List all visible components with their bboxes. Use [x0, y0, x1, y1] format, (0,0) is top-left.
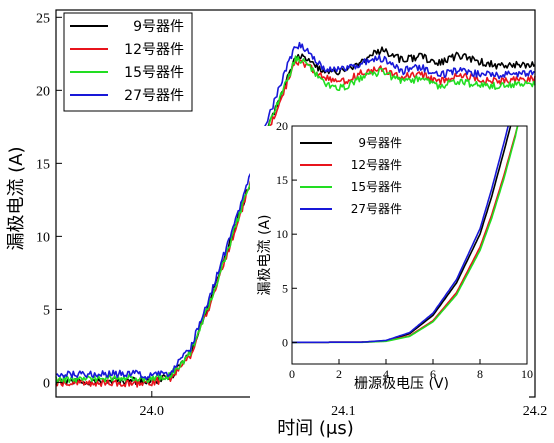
main-y-tick-label: 0: [43, 376, 50, 391]
inset-x-axis-title: 栅源极电压 (V): [354, 376, 449, 392]
inset-y-tick-label: 0: [282, 335, 288, 349]
inset-background: [250, 126, 529, 400]
inset-legend-label: 9号器件: [358, 136, 402, 150]
legend-label: 27号器件: [124, 88, 184, 104]
main-series-group: [55, 41, 536, 388]
main-series-line: [55, 41, 536, 381]
legend-label: 12号器件: [124, 42, 184, 58]
inset-x-tick-label: 2: [336, 367, 342, 381]
legend-label: 9号器件: [133, 19, 184, 35]
inset-series-group: [292, 125, 519, 344]
inset-ticks-group: 0 2 4 6 8 10 0 5 10 15 20: [276, 119, 533, 381]
inset-series-line: [292, 125, 509, 344]
inset-legend: 9号器件 12号器件 15号器件 27号器件: [300, 136, 402, 216]
inset-y-tick-label: 15: [276, 173, 288, 187]
inset-legend-label: 27号器件: [351, 202, 402, 216]
inset-legend-items: 9号器件 12号器件 15号器件 27号器件: [300, 136, 402, 216]
inset-y-tick-label: 5: [282, 281, 288, 295]
main-y-axis-title: 漏极电流 (A): [6, 146, 27, 250]
inset-x-tick-label: 6: [430, 367, 436, 381]
inset-x-tick-label: 8: [477, 367, 483, 381]
main-y-tick-label: 10: [36, 230, 50, 245]
main-x-tick-label: 24.1: [331, 404, 356, 419]
inset-y-axis-title: 漏极电流 (A): [257, 215, 273, 296]
inset-y-tick-label: 10: [276, 227, 288, 241]
inset-plot: 0 2 4 6 8 10 0 5 10 15 20 栅源极电压 (V) 漏极电流 (A): [250, 119, 533, 400]
main-legend-items: 9号器件 12号器件 15号器件 27号器件: [70, 19, 184, 104]
inset-legend-label: 12号器件: [351, 158, 402, 172]
legend-label: 15号器件: [124, 65, 184, 81]
inset-legend-label: 15号器件: [351, 180, 402, 194]
main-series-line: [55, 55, 536, 384]
main-y-tick-label: 5: [43, 303, 50, 318]
main-y-tick-label: 20: [36, 84, 50, 99]
main-legend: 9号器件 12号器件 15号器件 27号器件: [63, 12, 193, 112]
inset-x-tick-label: 0: [289, 367, 295, 381]
inset-y-tick-label: 20: [276, 119, 288, 133]
main-x-axis-title: 时间 (μs): [277, 418, 354, 439]
main-x-tick-label: 24.2: [523, 404, 548, 419]
main-y-tick-label: 15: [36, 157, 50, 172]
inset-x-tick-label: 10: [521, 367, 533, 381]
main-x-tick-label: 24.0: [140, 404, 165, 419]
inset-plot-frame: [291, 125, 528, 365]
inset-x-tick-label: 4: [383, 367, 389, 381]
main-y-tick-label: 25: [36, 11, 50, 26]
